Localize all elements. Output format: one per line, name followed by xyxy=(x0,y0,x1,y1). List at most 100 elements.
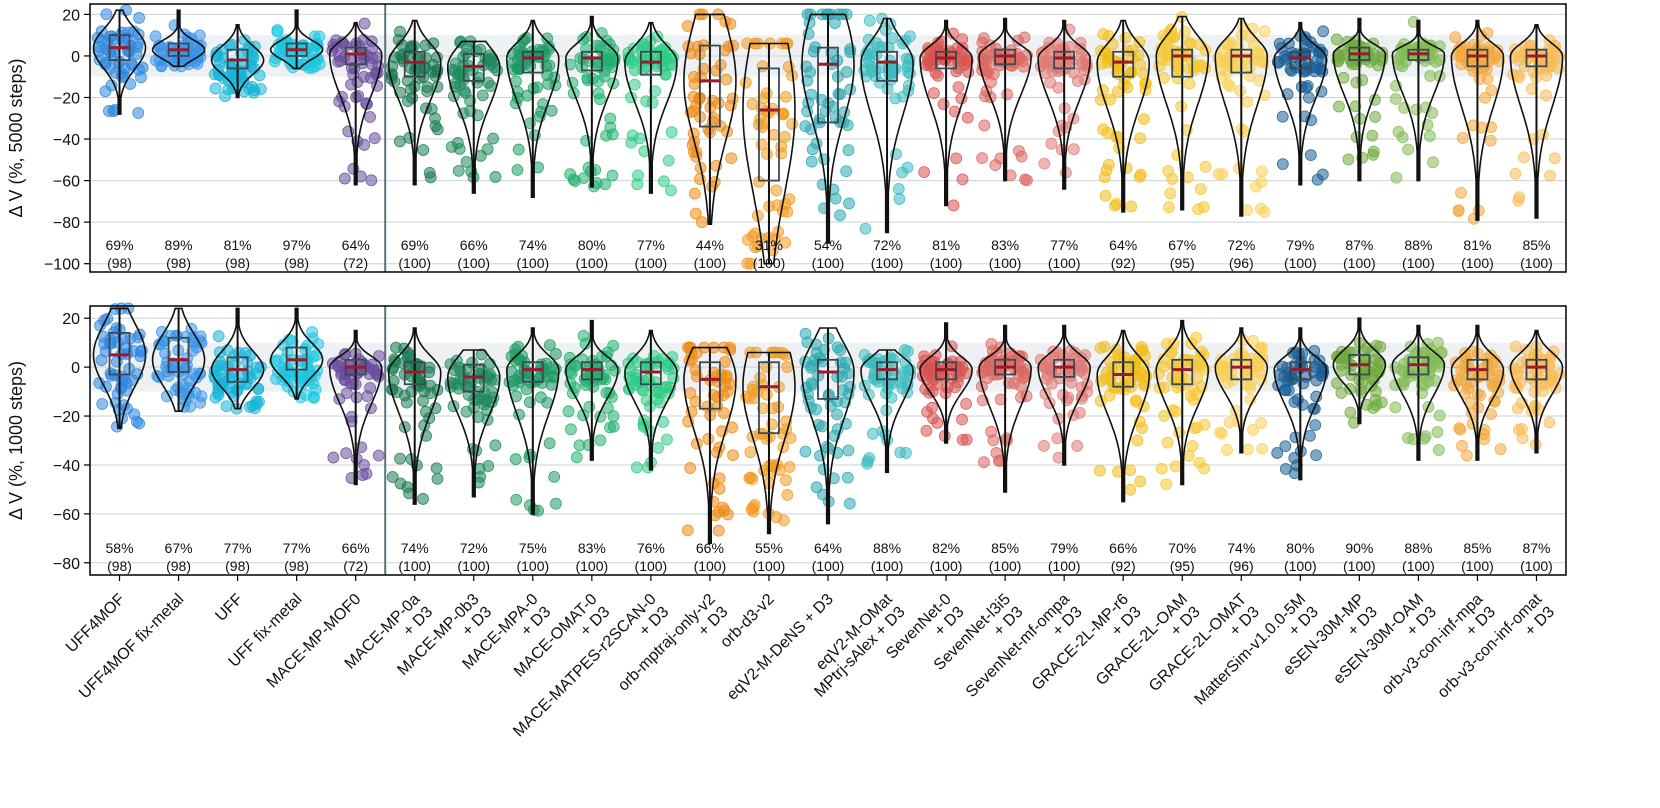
data-point xyxy=(1125,200,1138,213)
violin xyxy=(328,21,383,186)
iqr-box xyxy=(580,50,603,72)
x-tick-label-line: GRACE-2L-OMAT xyxy=(1146,591,1250,695)
success-percent: 88% xyxy=(1404,237,1432,253)
data-point xyxy=(859,222,872,235)
data-point xyxy=(1302,91,1315,104)
data-point xyxy=(1182,449,1195,462)
data-point xyxy=(512,143,525,156)
success-percent: 54% xyxy=(814,237,842,253)
data-point xyxy=(548,470,561,483)
plot-frame xyxy=(89,3,1567,273)
data-point xyxy=(1001,88,1014,101)
y-tick-label: −80 xyxy=(53,215,80,232)
data-point xyxy=(132,107,145,119)
sample-count: (100) xyxy=(516,558,549,574)
violin xyxy=(1037,19,1091,190)
data-point xyxy=(720,73,733,86)
data-point xyxy=(476,89,489,102)
data-point xyxy=(356,469,369,481)
success-percent: 55% xyxy=(755,540,783,556)
data-point xyxy=(1121,81,1134,94)
y-tick-label: 0 xyxy=(71,49,80,66)
data-point xyxy=(293,368,306,381)
data-point xyxy=(810,403,822,416)
success-percent: 77% xyxy=(637,237,665,253)
data-point xyxy=(1335,386,1348,399)
data-point xyxy=(1223,416,1236,429)
data-point xyxy=(687,105,700,117)
data-point xyxy=(955,364,967,377)
data-point xyxy=(424,171,437,184)
success-percent: 83% xyxy=(578,540,606,556)
sample-count: (100) xyxy=(694,558,727,574)
success-percent: 88% xyxy=(873,540,901,556)
data-point xyxy=(866,427,879,440)
violin xyxy=(1096,329,1151,503)
data-point xyxy=(1460,449,1473,462)
violin xyxy=(1332,317,1387,425)
success-percent: 66% xyxy=(1109,540,1137,556)
y-axis-label: Δ V (%, 1000 steps) xyxy=(6,361,26,520)
data-point xyxy=(718,356,731,368)
sample-count: (100) xyxy=(398,558,431,574)
data-point xyxy=(1367,148,1379,161)
data-point xyxy=(627,42,640,55)
success-percent: 74% xyxy=(519,237,547,253)
data-point xyxy=(1494,443,1507,456)
sample-count: (100) xyxy=(1048,255,1081,271)
data-point xyxy=(948,105,961,118)
data-point xyxy=(600,34,613,47)
success-percent: 81% xyxy=(1463,237,1491,253)
data-point xyxy=(976,152,988,165)
sample-count: (100) xyxy=(516,255,549,271)
data-point xyxy=(1183,77,1196,90)
data-point xyxy=(1098,340,1111,353)
y-tick-label: −20 xyxy=(53,90,80,107)
sample-count: (100) xyxy=(1284,558,1317,574)
data-point xyxy=(1278,370,1291,383)
data-point xyxy=(1449,31,1462,44)
data-point xyxy=(1509,340,1522,353)
data-point xyxy=(1288,396,1301,408)
data-point xyxy=(1463,362,1476,374)
data-point xyxy=(1093,464,1106,477)
data-point xyxy=(746,473,759,486)
data-point xyxy=(842,444,855,457)
data-point xyxy=(1155,462,1168,475)
data-point xyxy=(431,472,444,485)
data-point xyxy=(307,377,320,390)
data-point xyxy=(1221,39,1234,51)
data-point xyxy=(886,32,899,45)
success-percent: 64% xyxy=(342,237,370,253)
data-point xyxy=(1371,367,1384,380)
data-point xyxy=(1152,367,1165,380)
data-point xyxy=(1456,132,1469,144)
data-point xyxy=(489,439,502,452)
iqr-box xyxy=(758,361,780,435)
data-point xyxy=(511,164,524,176)
violin xyxy=(1214,327,1269,454)
data-point xyxy=(628,78,641,91)
data-point xyxy=(430,462,443,475)
data-point xyxy=(780,90,792,103)
data-point xyxy=(564,365,576,378)
violin xyxy=(1391,324,1446,461)
data-point xyxy=(604,112,617,125)
sample-count: (100) xyxy=(575,558,608,574)
y-tick-label: 0 xyxy=(71,360,80,377)
y-tick-label: −40 xyxy=(53,132,80,149)
data-point xyxy=(508,374,521,387)
violin xyxy=(387,327,442,505)
data-point xyxy=(338,172,351,185)
data-point xyxy=(482,460,495,472)
data-point xyxy=(250,361,263,374)
data-point xyxy=(1392,126,1405,138)
data-point xyxy=(1433,409,1446,422)
data-point xyxy=(834,209,846,222)
data-point xyxy=(706,94,719,107)
data-point xyxy=(1455,186,1467,199)
data-point xyxy=(564,58,577,71)
data-point xyxy=(1354,383,1367,396)
data-point xyxy=(549,497,562,510)
